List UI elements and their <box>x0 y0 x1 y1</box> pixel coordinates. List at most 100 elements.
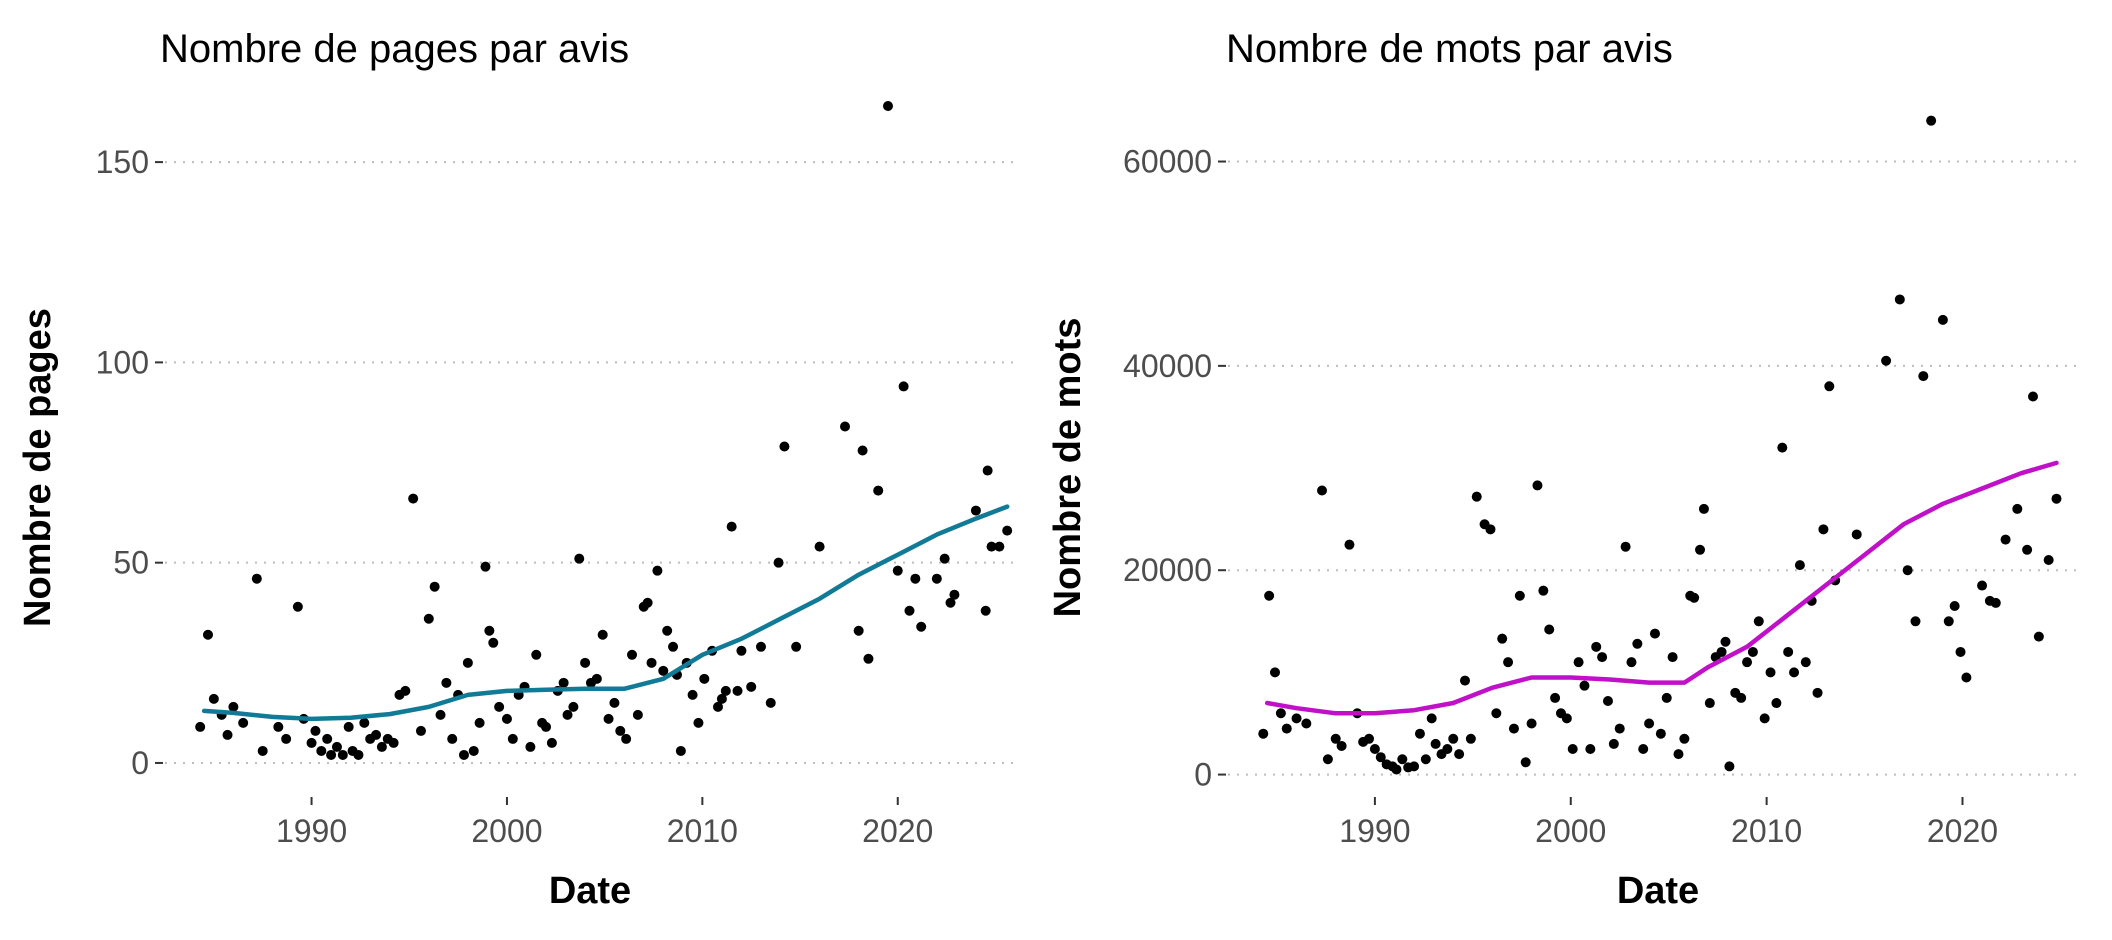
chart-0-point-89 <box>732 685 743 696</box>
chart-0-point-20 <box>343 721 354 732</box>
chart-1-point-22 <box>1409 761 1420 772</box>
chart-1-point-100 <box>1910 616 1921 627</box>
chart-1-point-104 <box>1943 616 1954 627</box>
chart-1-point-31 <box>1459 675 1470 686</box>
chart-0-point-95 <box>779 441 790 452</box>
chart-0-point-28 <box>388 737 399 748</box>
chart-1-point-112 <box>2012 503 2023 514</box>
chart-0-point-22 <box>353 749 364 760</box>
chart-0-title: Nombre de pages par avis <box>160 27 629 71</box>
chart-1-point-65 <box>1661 692 1672 703</box>
chart-1-point-51 <box>1579 680 1590 691</box>
chart-0-point-48 <box>507 733 518 744</box>
chart-0-point-4 <box>222 729 233 740</box>
chart-1-point-49 <box>1567 744 1578 755</box>
chart-0-point-25 <box>371 729 382 740</box>
chart-0-point-45 <box>488 637 499 648</box>
chart-0-point-113 <box>970 505 981 516</box>
chart-0-point-76 <box>662 625 673 636</box>
chart-0-point-96 <box>791 641 802 652</box>
chart-0-point-6 <box>238 717 249 728</box>
chart-1-point-37 <box>1497 633 1508 644</box>
chart-1-point-44 <box>1538 585 1549 596</box>
chart-0-xtick-label-1: 2000 <box>471 813 542 849</box>
chart-0-point-115 <box>982 465 993 476</box>
chart-0-point-94 <box>773 557 784 568</box>
chart-1-point-87 <box>1783 646 1794 657</box>
chart-1-point-117 <box>2051 493 2062 504</box>
chart-0-point-37 <box>447 733 458 744</box>
chart-0-point-16 <box>322 733 333 744</box>
chart-1-point-93 <box>1818 524 1829 535</box>
chart-1-point-62 <box>1644 718 1655 729</box>
chart-1-point-42 <box>1526 718 1537 729</box>
chart-1-point-88 <box>1789 667 1800 678</box>
chart-1-point-26 <box>1430 738 1441 749</box>
chart-1-point-3 <box>1275 708 1286 719</box>
chart-0-point-65 <box>603 713 614 724</box>
chart-1-point-98 <box>1894 294 1905 305</box>
chart-0-xtick-label-0: 1990 <box>276 813 347 849</box>
chart-1-point-35 <box>1485 524 1496 535</box>
chart-1-point-8 <box>1322 754 1333 765</box>
chart-0-point-101 <box>863 653 874 664</box>
chart-0-point-85 <box>712 701 723 712</box>
chart-1-point-5 <box>1291 713 1302 724</box>
chart-1-point-36 <box>1491 708 1502 719</box>
chart-1-point-46 <box>1550 692 1561 703</box>
chart-0-point-11 <box>292 601 303 612</box>
chart-0-point-61 <box>580 657 591 668</box>
chart-1-point-11 <box>1344 539 1355 550</box>
chart-1-point-107 <box>1961 672 1972 683</box>
chart-1-point-113 <box>2022 544 2033 555</box>
chart-0-point-55 <box>546 737 557 748</box>
chart-1-point-9 <box>1330 733 1341 744</box>
chart-1-title: Nombre de mots par avis <box>1226 27 1673 71</box>
chart-0-point-30 <box>400 685 411 696</box>
chart-0-point-83 <box>699 673 710 684</box>
chart-1-point-108 <box>1977 580 1988 591</box>
chart-0-point-46 <box>494 701 505 712</box>
chart-1-point-84 <box>1765 667 1776 678</box>
chart-1-xtick-label-1: 2000 <box>1535 813 1606 849</box>
chart-0-point-7 <box>251 573 262 584</box>
chart-0-point-90 <box>736 645 747 656</box>
chart-0-xtick-label-3: 2020 <box>862 813 933 849</box>
chart-0-point-107 <box>910 573 921 584</box>
chart-0-point-88 <box>726 521 737 532</box>
chart-1-point-63 <box>1649 628 1660 639</box>
chart-0-ytick-label-2: 100 <box>96 344 149 380</box>
chart-0-point-57 <box>558 677 569 688</box>
chart-0-point-58 <box>562 709 573 720</box>
chart-1-point-40 <box>1514 590 1525 601</box>
chart-0-point-31 <box>408 493 419 504</box>
chart-0-point-69 <box>627 649 638 660</box>
chart-0-point-17 <box>326 749 337 760</box>
chart-0-point-109 <box>931 573 942 584</box>
chart-1-ytick-label-3: 60000 <box>1123 144 1212 180</box>
chart-0-point-14 <box>310 725 321 736</box>
chart-0-point-98 <box>840 421 850 432</box>
chart-1-point-111 <box>2000 534 2011 545</box>
chart-0-point-117 <box>994 541 1005 552</box>
chart-0-point-102 <box>873 485 884 496</box>
chart-1-point-83 <box>1759 713 1770 724</box>
chart-1-point-39 <box>1508 723 1519 734</box>
chart-0-point-52 <box>531 649 542 660</box>
chart-1-point-85 <box>1771 698 1782 709</box>
chart-0-xtick-label-2: 2010 <box>667 813 738 849</box>
chart-1-point-64 <box>1655 728 1666 739</box>
chart-0-point-112 <box>949 589 960 600</box>
chart-0-point-99 <box>853 625 864 636</box>
chart-0-point-106 <box>904 605 915 616</box>
chart-1-point-24 <box>1420 754 1431 765</box>
chart-1-point-56 <box>1608 738 1619 749</box>
chart-0-trend-line <box>201 504 1010 722</box>
chart-1-xtick-label-3: 2020 <box>1927 813 1998 849</box>
chart-0-point-32 <box>415 725 426 736</box>
chart-1-point-10 <box>1336 740 1347 751</box>
chart-0-point-66 <box>609 697 620 708</box>
chart-0-point-9 <box>273 721 284 732</box>
chart-0-point-36 <box>441 677 452 688</box>
